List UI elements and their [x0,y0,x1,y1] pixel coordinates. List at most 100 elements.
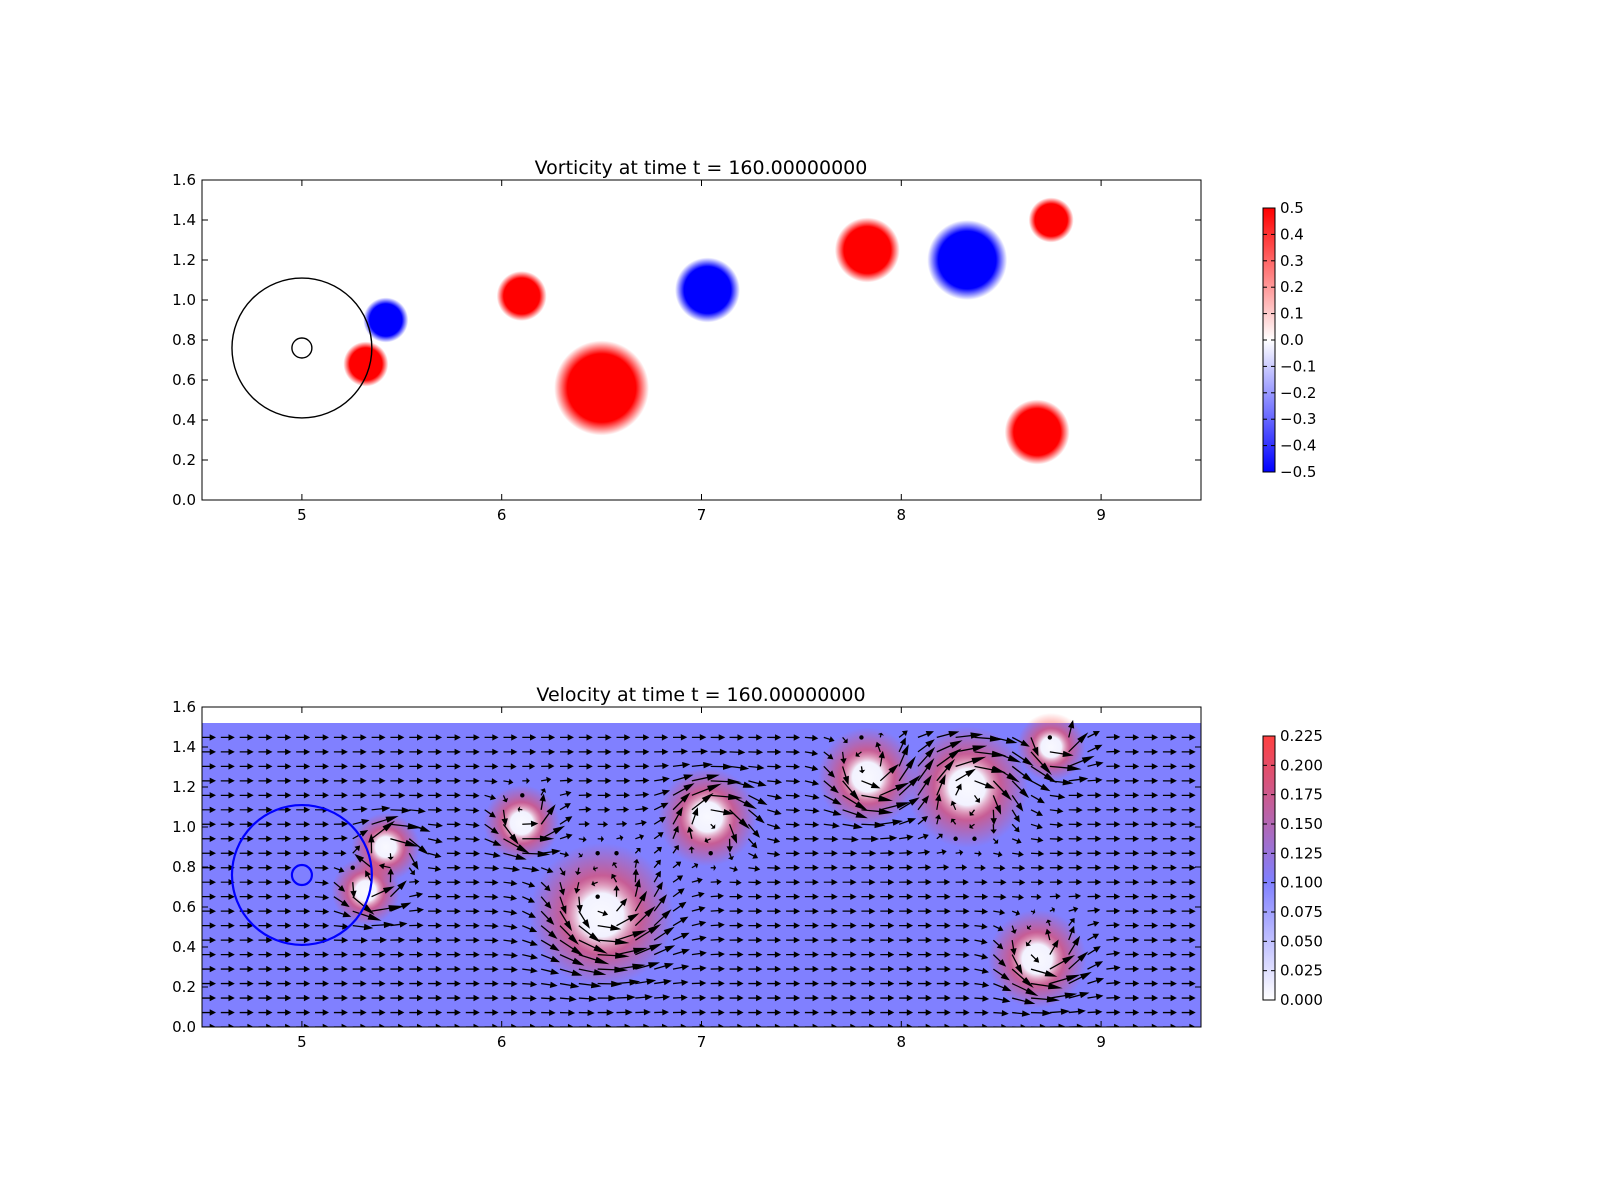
quiver-arrow [1144,951,1159,958]
quiver-arrow [710,778,742,785]
quiver-arrow [842,766,849,786]
quiver-arrow [861,908,876,915]
quiver-arrow [258,748,273,756]
quiver-arrow [1049,864,1064,871]
quiver-arrow [1144,1009,1159,1016]
quiver-arrow [728,853,734,861]
quiver-arrow [409,891,424,899]
quiver-arrow [1049,807,1064,814]
quiver-arrow [503,966,518,973]
quiver-arrow [823,736,835,743]
quiver-arrow [1011,838,1022,844]
quiver-arrow [352,965,367,973]
quiver-arrow [691,980,707,987]
vortex-speed-region [1016,712,1086,782]
quiver-arrow [1125,951,1140,958]
quiver-arrow [315,792,329,799]
quiver-arrow [993,765,1021,783]
quiver-arrow [729,809,750,830]
quiver-arrow [503,894,518,901]
quiver-arrow [371,951,386,958]
quiver-arrow [277,748,292,756]
quiver-arrow [352,806,368,813]
quiver-arrow [202,936,216,944]
quiver-arrow [484,865,500,872]
quiver-arrow [522,820,539,827]
quiver-arrow [823,1023,838,1027]
quiver-arrow [974,850,982,857]
quiver-arrow [880,965,895,973]
quiver-arrow [220,777,235,784]
quiver-arrow [560,1023,575,1027]
quiver-arrow [635,924,662,941]
quiver-arrow [503,923,518,930]
quiver-arrow [371,777,386,784]
quiver-arrow [823,835,839,843]
quiver-arrow [409,748,424,756]
quiver-arrow [993,983,1012,992]
quiver-arrow [333,881,346,892]
quiver-arrow [672,964,690,971]
quiver-arrow [315,908,330,915]
quiver-arrow [1125,879,1140,886]
colorbar-tick-label: 0.1 [1280,305,1304,323]
quiver-arrow [354,853,372,869]
quiver-arrow [726,838,733,853]
quiver-arrow [653,816,666,825]
quiver-arrow [1125,821,1140,828]
colorbar-tick-label: 0.000 [1280,991,1323,1009]
quiver-arrow [861,808,894,815]
quiver-arrow [729,764,750,771]
quiver-arrow [898,797,920,811]
quiver-arrow [786,864,800,871]
quiver-arrow [691,1009,706,1016]
quiver-arrow [333,937,349,944]
quiver-arrow [202,994,216,1002]
quiver-arrow [786,951,801,958]
quiver-arrow [899,1023,914,1027]
quiver-arrow [635,763,650,770]
quiver-arrow [993,736,1018,744]
quiver-arrow [654,978,672,986]
quiver-arrow [861,994,876,1002]
quiver-arrow [446,806,461,813]
quiver-arrow [767,980,782,987]
quiver-arrow [880,819,903,826]
quiver-arrow [428,907,443,915]
quiver-arrow [220,1009,235,1016]
quiver-arrow [974,765,1006,773]
quiver-arrow [767,763,782,770]
quiver-arrow [936,748,962,767]
quiver-arrow [955,732,984,739]
quiver-arrow [861,794,893,802]
quiver-arrow [748,852,759,859]
quiver-arrow [202,763,216,770]
quiver-arrow [371,886,395,898]
quiver-arrow [955,893,970,900]
quiver-arrow [729,893,744,900]
quiver-arrow [409,807,426,814]
quiver-arrow [202,734,216,741]
positive-vortex [834,217,900,283]
quiver-arrow [277,763,292,770]
quiver-arrow [1030,836,1044,843]
quiver-arrow [540,896,552,909]
quiver-arrow [1162,763,1177,770]
quiver-arrow [541,848,561,855]
quiver-arrow [1010,925,1017,934]
x-tick-label: 7 [697,506,707,524]
quiver-arrow [974,1023,989,1027]
quiver-arrow [918,951,932,958]
quiver-arrow [729,922,744,929]
quiver-dot [953,836,958,841]
velocity-arrows [202,719,1201,1027]
quiver-arrow [352,923,374,931]
quiver-arrow [428,734,443,741]
quiver-arrow [1200,896,1201,898]
quiver-arrow [258,951,273,958]
quiver-arrow [767,965,782,973]
quiver-arrow [616,777,631,784]
quiver-arrow [1011,983,1039,997]
quiver-arrow [371,805,391,812]
quiver-arrow [390,994,405,1002]
